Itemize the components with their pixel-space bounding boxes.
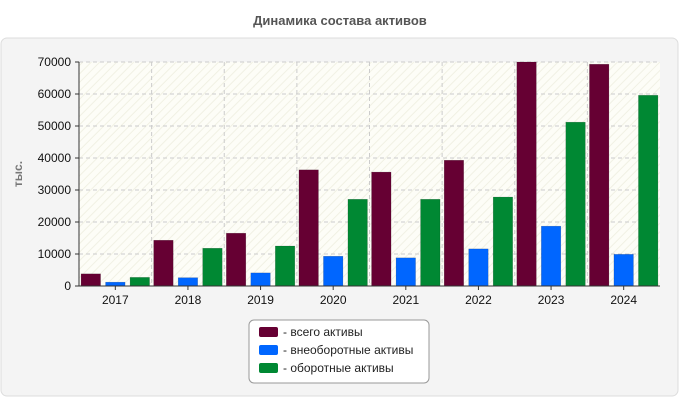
bar-2020-series-3: [347, 199, 368, 287]
x-tick-label-2024: 2024: [610, 293, 637, 307]
bar-2021-series-2: [395, 257, 416, 287]
x-tick-label-2019: 2019: [247, 293, 274, 307]
x-tick-label-2022: 2022: [465, 293, 492, 307]
legend-box: [248, 319, 430, 384]
x-tick-label-2018: 2018: [175, 293, 202, 307]
bar-2020-series-2: [323, 255, 344, 287]
legend-label-3: - оборотные активы: [283, 361, 394, 375]
bar-2017-series-3: [129, 277, 150, 287]
bar-2021-series-3: [420, 199, 441, 287]
y-axis-label: тыс.: [11, 161, 25, 187]
bar-2023-series-1: [516, 61, 537, 287]
y-tick-label: 0: [64, 279, 71, 293]
legend: - всего активы - внеоборотные активы - обо…: [248, 319, 430, 384]
y-tick-label: 10000: [38, 247, 72, 261]
bar-2023-series-2: [541, 225, 562, 287]
axes: [75, 61, 660, 290]
legend-label-1: - всего активы: [283, 325, 363, 339]
bar-2019-series-3: [275, 245, 296, 287]
y-tick-label: 70000: [38, 55, 72, 69]
bars-group: [80, 61, 659, 287]
x-tick-label-2023: 2023: [538, 293, 565, 307]
bar-2019-series-1: [226, 232, 247, 287]
bar-2024-series-2: [613, 254, 634, 287]
grid-lines: [79, 61, 660, 286]
bar-2022-series-1: [443, 159, 464, 287]
y-tick-label: 60000: [38, 87, 72, 101]
bar-2018-series-2: [177, 277, 198, 287]
x-tick-label-2020: 2020: [320, 293, 347, 307]
bar-2022-series-3: [492, 196, 513, 287]
bar-2017-series-1: [80, 273, 101, 287]
y-tick-label: 40000: [38, 151, 72, 165]
bar-2024-series-1: [589, 63, 610, 287]
bar-2019-series-2: [250, 272, 271, 287]
tick-labels: 0 10000 20000 30000 40000 50000 60000 70000 2017…: [38, 55, 638, 307]
bar-2017-series-2: [105, 281, 126, 287]
legend-swatch-1: [259, 327, 278, 337]
bar-2020-series-1: [298, 169, 319, 287]
x-tick-label-2017: 2017: [102, 293, 129, 307]
legend-swatch-2: [259, 345, 278, 355]
bar-2024-series-3: [638, 95, 659, 287]
chart-title: Динамика состава активов: [253, 13, 427, 28]
x-tick-label-2021: 2021: [392, 293, 419, 307]
y-tick-label: 30000: [38, 183, 72, 197]
legend-label-2: - внеоборотные активы: [283, 343, 413, 357]
bar-2018-series-3: [202, 247, 223, 287]
bar-2023-series-3: [565, 121, 586, 287]
bar-2021-series-1: [371, 171, 392, 287]
legend-swatch-3: [259, 363, 278, 373]
bar-2018-series-1: [153, 239, 174, 287]
y-tick-label: 50000: [38, 119, 72, 133]
y-tick-label: 20000: [38, 215, 72, 229]
bar-2022-series-2: [468, 248, 489, 287]
